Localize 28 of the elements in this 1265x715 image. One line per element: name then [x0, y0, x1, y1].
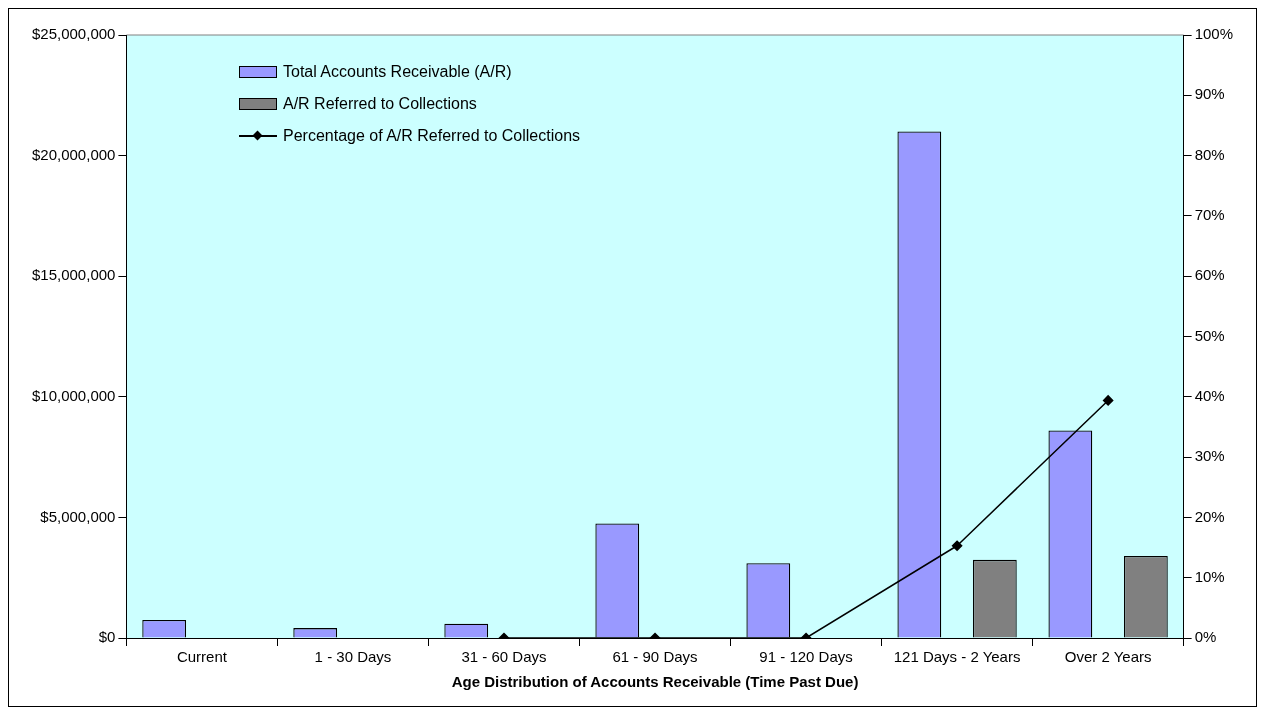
y2-tick-label: 0% [1194, 628, 1217, 646]
x-tick-label: 121 Days - 2 Years [893, 648, 1021, 666]
y2-tick-label: 60% [1194, 266, 1225, 284]
y2-tick-label: 40% [1194, 386, 1225, 404]
y-tick-label: $15,000,000 [31, 266, 116, 284]
x-tick-label: 1 - 30 Days [314, 648, 392, 666]
y2-tick-label: 10% [1194, 567, 1225, 585]
y2-tick-label: 20% [1194, 507, 1225, 525]
y2-tick-label: 90% [1194, 85, 1225, 103]
x-tick-label: 31 - 60 Days [461, 648, 547, 666]
y2-tick-label: 30% [1194, 447, 1225, 465]
y-tick-label: $0 [98, 628, 116, 646]
y2-tick-label: 50% [1194, 326, 1225, 344]
y2-tick-label: 70% [1194, 206, 1225, 224]
y2-tick-label: 100% [1194, 25, 1234, 43]
y-tick-label: $20,000,000 [31, 145, 116, 163]
y-tick-label: $25,000,000 [31, 25, 116, 43]
y2-tick-label: 80% [1194, 145, 1225, 163]
x-tick-label: 91 - 120 Days [759, 648, 853, 666]
x-axis-title: Age Distribution of Accounts Receivable (Time Past Due) [451, 673, 859, 691]
x-tick-label: Current [176, 648, 228, 666]
y-tick-label: $5,000,000 [40, 507, 116, 525]
legend-label: Total Accounts Receivable (A/R) [283, 63, 512, 81]
legend-label: A/R Referred to Collections [283, 95, 477, 113]
legend-label: Percentage of A/R Referred to Collections [283, 127, 581, 145]
x-tick-label: 61 - 90 Days [612, 648, 698, 666]
x-tick-label: Over 2 Years [1064, 648, 1152, 666]
y-tick-label: $10,000,000 [31, 386, 116, 404]
